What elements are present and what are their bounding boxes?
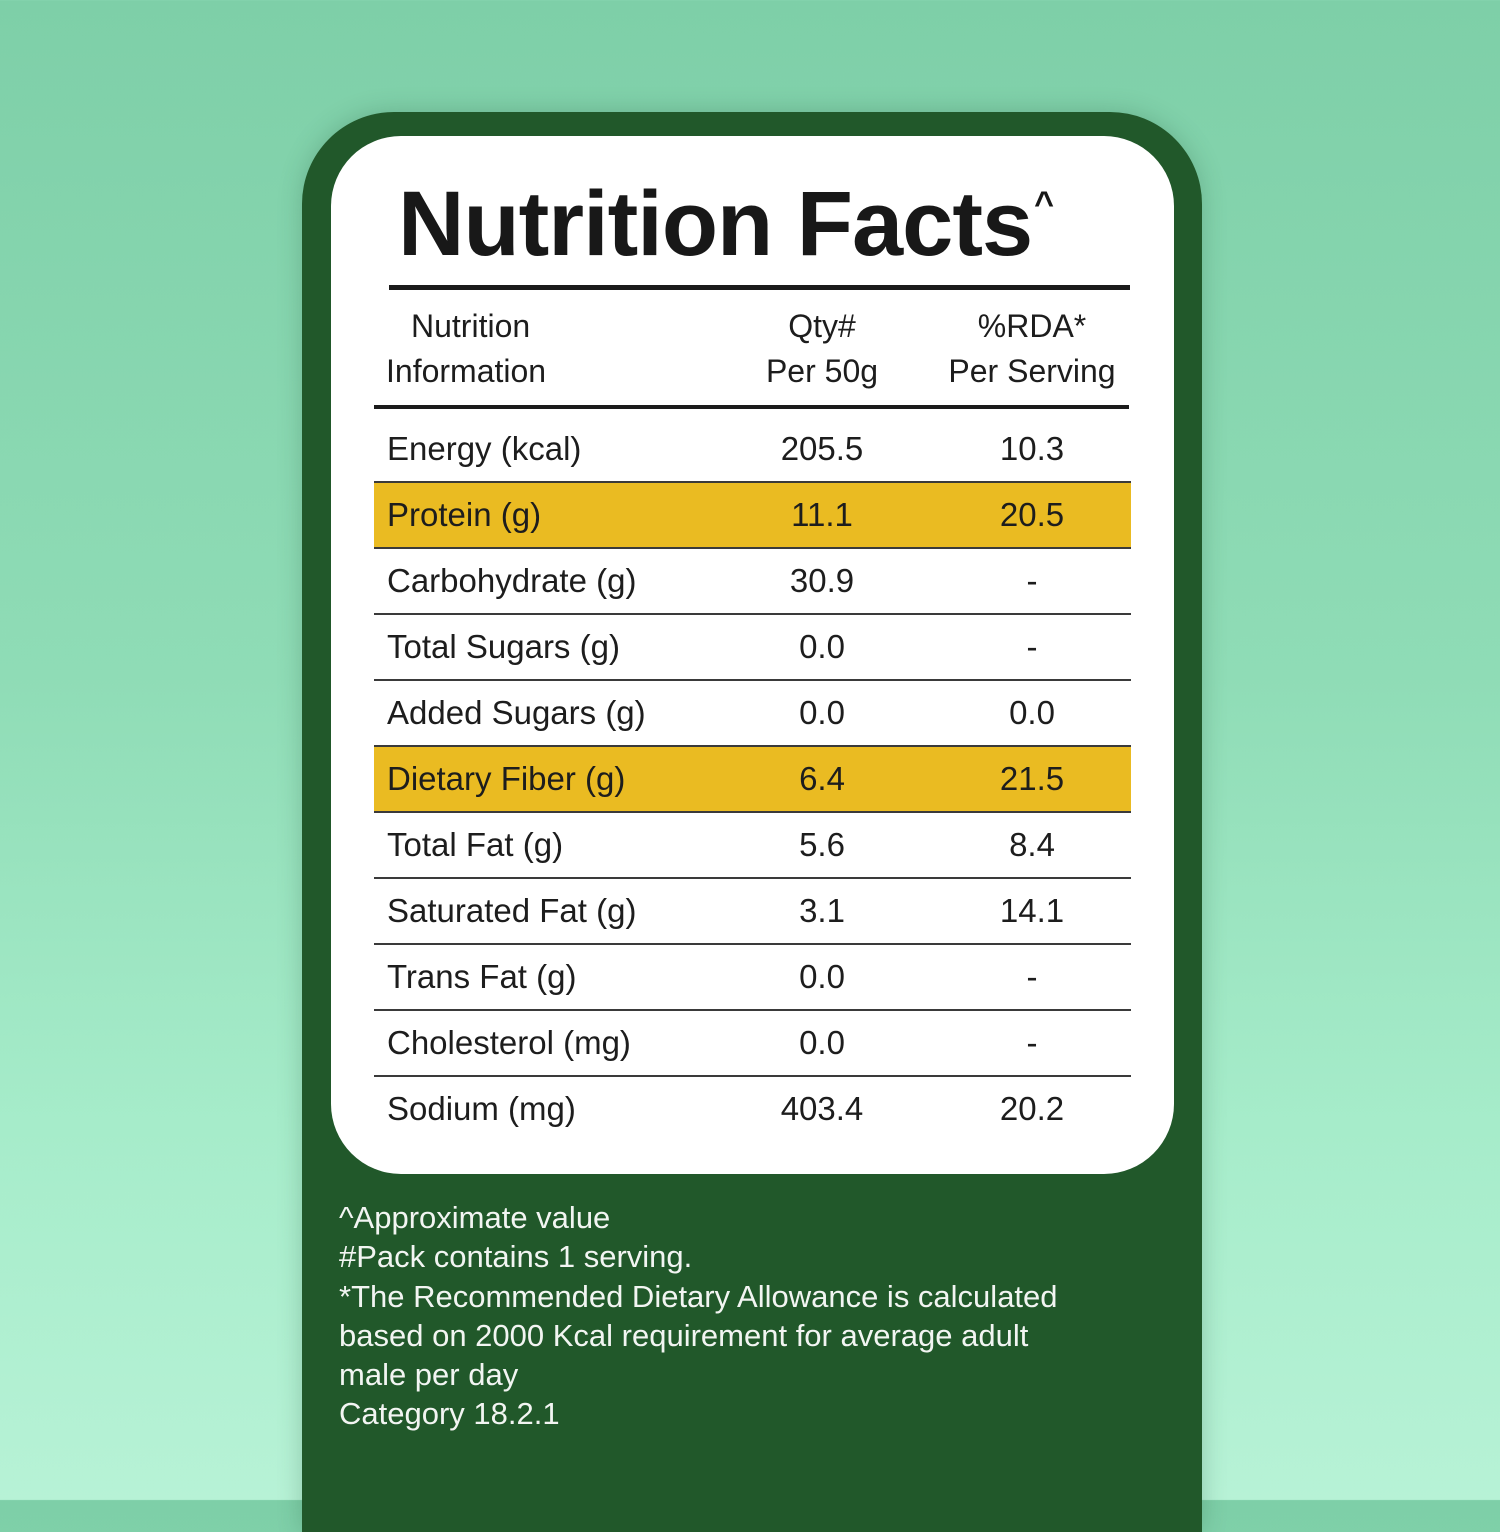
rda-value: 10.3 [999,430,1065,467]
table-row: Trans Fat (g) 0.0 - [374,945,1131,1009]
nutrient-name: Trans Fat (g) [387,958,577,995]
rda-value: 21.5 [999,760,1065,797]
table-row: Cholesterol (mg) 0.0 - [374,1011,1131,1075]
nutrient-name: Total Sugars (g) [387,628,620,665]
rda-value: 20.5 [999,496,1065,533]
nutrient-name: Energy (kcal) [387,430,582,467]
header-col1-line2: Information [386,353,547,389]
row-divider [374,547,1131,549]
header-col2-line1: Qty# [788,308,856,344]
header-qty: Qty# Per 50g [742,304,902,394]
qty-value: 0.0 [799,628,845,665]
qty-value: 5.6 [799,826,845,863]
row-divider [374,613,1131,615]
footnotes: ^Approximate value #Pack contains 1 serv… [339,1198,1179,1434]
nutrient-name: Sodium (mg) [387,1090,576,1127]
header-col3-line2: Per Serving [948,353,1116,389]
nutrition-card [331,136,1174,1174]
row-divider [374,1009,1131,1011]
nutrient-name: Added Sugars (g) [387,694,646,731]
table-row: Energy (kcal) 205.5 10.3 [374,417,1131,481]
table-row: Sodium (mg) 403.4 20.2 [374,1077,1131,1141]
nutrient-name: Dietary Fiber (g) [387,760,626,797]
nutrient-name: Cholesterol (mg) [387,1024,631,1061]
rda-value: 0.0 [1009,694,1055,731]
qty-value: 6.4 [799,760,845,797]
row-divider [374,679,1131,681]
qty-value: 3.1 [799,892,845,929]
header-rule [374,405,1129,409]
qty-value: 0.0 [799,694,845,731]
table-row: Total Sugars (g) 0.0 - [374,615,1131,679]
rda-value: 20.2 [999,1090,1065,1127]
header-col2-line2: Per 50g [765,353,879,389]
row-divider [374,1075,1131,1077]
nutrient-name: Carbohydrate (g) [387,562,637,599]
header-col3-line1: %RDA* [977,308,1087,344]
table-row: Carbohydrate (g) 30.9 - [374,549,1131,613]
rda-value: - [1026,562,1038,599]
row-divider [374,481,1131,483]
rda-value: - [1026,1024,1038,1061]
qty-value: 0.0 [799,958,845,995]
header-rda: %RDA* Per Serving [930,304,1134,394]
rda-value: 14.1 [999,892,1065,929]
note-approximate: ^Approximate value [339,1200,611,1235]
rda-value: 8.4 [1009,826,1055,863]
note-rda-line1: *The Recommended Dietary Allowance is ca… [339,1278,1058,1314]
header-col1-line1: Nutrition [411,308,531,344]
qty-value: 403.4 [780,1090,864,1127]
nutrition-facts-title: Nutrition Facts^ [398,178,1054,270]
row-divider [374,811,1131,813]
note-pack: #Pack contains 1 serving. [339,1239,693,1275]
header-nutrition-information: Nutrition Information [386,304,546,394]
note-rda-line2: based on 2000 Kcal requirement for avera… [339,1317,1029,1353]
qty-value: 0.0 [799,1024,845,1061]
row-divider [374,745,1131,747]
qty-value: 11.1 [791,496,853,533]
table-row-highlighted: Protein (g) 11.1 20.5 [374,483,1131,547]
note-rda-line3: male per day [339,1357,519,1393]
rda-value: - [1026,958,1038,995]
title-text: Nutrition Facts [398,173,1033,275]
title-rule [389,285,1130,290]
nutrient-name: Protein (g) [387,496,542,533]
title-approx-mark: ^ [1034,185,1054,224]
row-divider [374,943,1131,945]
table-row-highlighted: Dietary Fiber (g) 6.4 21.5 [374,747,1131,811]
table-row: Added Sugars (g) 0.0 0.0 [374,681,1131,745]
row-divider [374,877,1131,879]
note-category: Category 18.2.1 [339,1396,560,1432]
rda-value: - [1026,628,1038,665]
qty-value: 30.9 [789,562,855,599]
table-row: Total Fat (g) 5.6 8.4 [374,813,1131,877]
qty-value: 205.5 [780,430,864,467]
table-row: Saturated Fat (g) 3.1 14.1 [374,879,1131,943]
nutrient-name: Saturated Fat (g) [387,892,637,929]
nutrient-name: Total Fat (g) [387,826,564,863]
